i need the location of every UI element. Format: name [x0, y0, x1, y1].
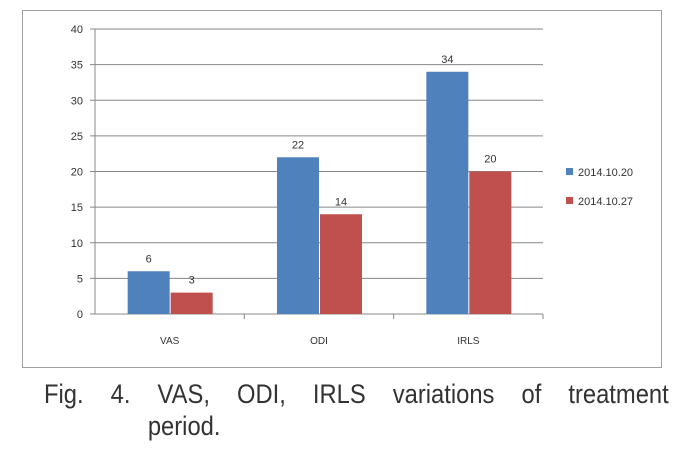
figure-caption: Fig. 4. VAS, ODI, IRLS variations of treatment …: [44, 378, 669, 442]
legend-label: 2014.10.20: [578, 167, 633, 179]
data-label: 6: [146, 253, 152, 265]
y-tick-label: 25: [71, 131, 83, 143]
caption-word: IRLS: [312, 379, 366, 409]
legend-swatch: [566, 168, 573, 175]
y-tick-label: 35: [71, 60, 83, 72]
data-label: 34: [441, 54, 453, 66]
y-tick-label: 20: [71, 167, 83, 179]
caption-word: VAS,: [157, 379, 210, 409]
y-tick-label: 0: [77, 309, 83, 321]
chart-frame: [22, 10, 662, 368]
legend-label: 2014.10.27: [578, 196, 633, 208]
caption-word: of: [521, 379, 542, 409]
x-tick-label: ODI: [310, 336, 328, 347]
caption-word: variations: [392, 379, 495, 409]
caption-word: treatment: [568, 379, 669, 409]
data-label: 14: [335, 196, 347, 208]
data-label: 3: [189, 275, 195, 287]
data-label: 20: [484, 154, 496, 166]
bar: [277, 157, 319, 314]
bar: [469, 171, 512, 314]
y-tick-label: 15: [71, 202, 83, 214]
caption-word: ODI,: [236, 379, 286, 409]
y-tick-label: 40: [71, 24, 83, 36]
bar: [426, 71, 469, 314]
x-tick-label: IRLS: [457, 336, 480, 347]
caption-word: Fig.: [44, 379, 84, 409]
y-tick-label: 30: [71, 95, 83, 107]
bar: [127, 271, 170, 314]
caption-line2: period.: [147, 411, 221, 441]
y-tick-label: 5: [77, 273, 83, 285]
y-tick-label: 10: [71, 238, 83, 250]
caption-word: 4.: [110, 379, 131, 409]
bar: [170, 292, 213, 314]
bar: [320, 214, 362, 314]
x-tick-label: VAS: [160, 336, 180, 347]
legend-swatch: [566, 197, 573, 204]
data-label: 22: [292, 139, 304, 151]
